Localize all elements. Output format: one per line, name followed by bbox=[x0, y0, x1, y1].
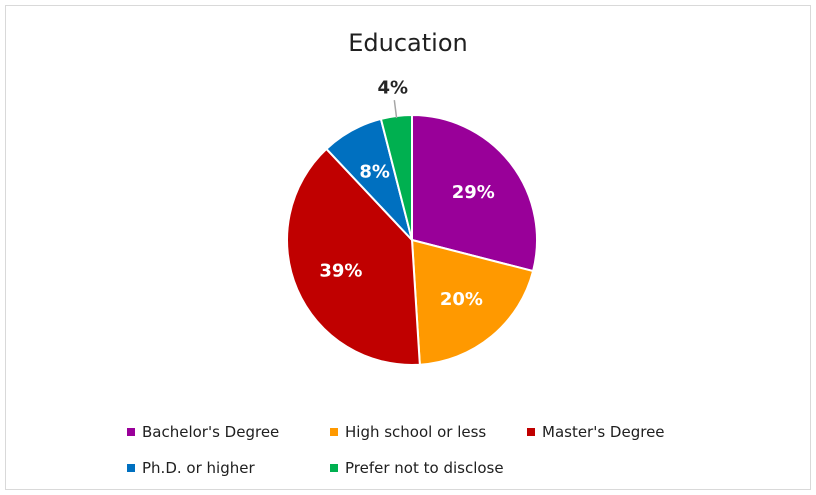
slice-high-school bbox=[410, 238, 535, 366]
label-prefer-not: 4% bbox=[378, 78, 409, 99]
chart-title: Education bbox=[348, 29, 468, 57]
label-high-school: 20% bbox=[440, 289, 483, 310]
legend-item-high-school: High school or less bbox=[330, 423, 486, 441]
legend-swatch bbox=[127, 464, 135, 472]
legend-item-prefer-not: Prefer not to disclose bbox=[330, 459, 504, 477]
legend-label: Ph.D. or higher bbox=[142, 459, 255, 477]
legend-swatch bbox=[330, 428, 338, 436]
legend-swatch bbox=[127, 428, 135, 436]
legend-item-bachelors: Bachelor's Degree bbox=[127, 423, 279, 441]
legend-label: High school or less bbox=[345, 423, 487, 441]
slice-masters bbox=[286, 147, 421, 366]
leader-line bbox=[393, 100, 398, 119]
legend-label: Master's Degree bbox=[542, 423, 665, 441]
label-bachelors: 29% bbox=[452, 182, 495, 203]
legend-swatch bbox=[330, 464, 338, 472]
legend-label: Bachelor's Degree bbox=[142, 423, 280, 441]
label-masters: 39% bbox=[319, 260, 362, 281]
legend-item-masters: Master's Degree bbox=[527, 423, 665, 441]
legend-swatch bbox=[527, 428, 535, 436]
slice-bachelors bbox=[411, 113, 538, 273]
legend-label: Prefer not to disclose bbox=[345, 459, 504, 477]
legend-item-phd: Ph.D. or higher bbox=[127, 459, 255, 477]
label-phd: 8% bbox=[359, 162, 390, 183]
